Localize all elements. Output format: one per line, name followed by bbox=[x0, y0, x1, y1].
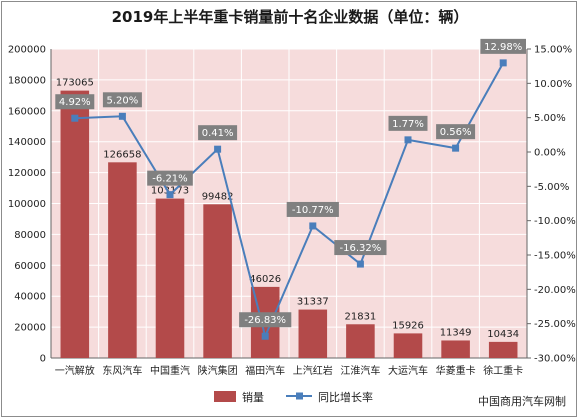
left-tick-label: 20000 bbox=[14, 323, 46, 334]
source-credit: 中国商用汽车网制 bbox=[478, 395, 566, 408]
growth-label-box bbox=[102, 92, 142, 108]
growth-rate-marker bbox=[214, 145, 222, 153]
right-tick-label: -20.00% bbox=[534, 285, 576, 296]
category-label: 华菱重卡 bbox=[436, 364, 476, 377]
left-tick-label: 140000 bbox=[8, 137, 46, 148]
right-tick-label: 0.00% bbox=[534, 148, 566, 159]
category-label: 江淮汽车 bbox=[340, 364, 380, 377]
left-tick-label: 160000 bbox=[8, 106, 46, 117]
bar bbox=[108, 162, 137, 358]
growth-rate-label: -26.83% bbox=[244, 315, 286, 326]
bar bbox=[393, 333, 423, 358]
right-tick-label: -15.00% bbox=[534, 251, 576, 262]
bar-value-label: 126658 bbox=[103, 149, 141, 160]
growth-label-box bbox=[286, 201, 339, 217]
bar bbox=[441, 340, 470, 358]
growth-rate-label: 4.92% bbox=[59, 97, 91, 108]
left-tick-label: 100000 bbox=[8, 199, 46, 210]
bar-value-label: 99482 bbox=[202, 191, 234, 202]
growth-rate-marker bbox=[499, 59, 507, 67]
category-label: 东风汽车 bbox=[102, 364, 142, 377]
category-label: 中国重汽 bbox=[150, 364, 190, 377]
growth-rate-label: -16.32% bbox=[340, 243, 382, 254]
growth-label-box bbox=[239, 312, 292, 328]
bar-value-label: 46026 bbox=[249, 274, 281, 285]
bar-value-label: 10434 bbox=[487, 329, 519, 340]
left-tick-label: 120000 bbox=[8, 168, 46, 179]
growth-rate-marker bbox=[356, 260, 364, 268]
growth-label-box bbox=[147, 170, 193, 186]
legend-line-marker bbox=[296, 392, 303, 400]
category-label: 上汽红岩 bbox=[293, 364, 333, 377]
bar bbox=[60, 90, 90, 359]
legend-line-label: 同比增长率 bbox=[318, 390, 373, 404]
bar-value-label: 15926 bbox=[392, 320, 424, 331]
category-label: 大运汽车 bbox=[388, 364, 428, 377]
legend-bar-label: 销量 bbox=[242, 390, 264, 404]
growth-rate-label: 0.56% bbox=[440, 127, 472, 138]
category-label: 徐工重卡 bbox=[483, 364, 523, 377]
bar bbox=[488, 341, 518, 358]
left-tick-label: 180000 bbox=[8, 75, 46, 86]
right-tick-label: -5.00% bbox=[534, 182, 569, 193]
growth-label-box bbox=[198, 125, 238, 141]
right-tick-label: -25.00% bbox=[534, 319, 576, 330]
growth-rate-marker bbox=[404, 136, 412, 144]
bar-value-label: 173065 bbox=[56, 78, 94, 89]
growth-rate-label: 0.41% bbox=[202, 128, 234, 139]
growth-rate-marker bbox=[71, 114, 79, 122]
growth-rate-label: -6.21% bbox=[152, 174, 187, 185]
right-tick-label: -10.00% bbox=[534, 216, 576, 227]
growth-rate-marker bbox=[166, 191, 174, 199]
category-label: 一汽解放 bbox=[55, 364, 95, 377]
left-tick-label: 60000 bbox=[14, 261, 46, 272]
growth-rate-label: 1.77% bbox=[392, 119, 424, 130]
bar-value-label: 11349 bbox=[440, 327, 472, 338]
bar-value-label: 103173 bbox=[151, 186, 189, 197]
growth-rate-label: -10.77% bbox=[292, 205, 334, 216]
growth-label-box bbox=[388, 115, 428, 131]
legend-bar-swatch bbox=[214, 391, 236, 402]
growth-rate-label: 12.98% bbox=[484, 42, 522, 53]
growth-rate-marker bbox=[452, 144, 460, 152]
left-tick-label: 40000 bbox=[14, 292, 46, 303]
right-tick-label: 15.00% bbox=[534, 45, 572, 56]
bar-value-label: 31337 bbox=[297, 297, 329, 308]
category-label: 陕汽集团 bbox=[198, 364, 238, 377]
growth-rate-label: 5.20% bbox=[107, 95, 139, 106]
category-label: 福田汽车 bbox=[245, 364, 285, 377]
growth-rate-marker bbox=[261, 332, 269, 340]
right-tick-label: 10.00% bbox=[534, 79, 572, 90]
growth-label-box bbox=[480, 38, 526, 54]
bar-value-label: 21831 bbox=[344, 311, 376, 322]
growth-label-box bbox=[334, 240, 387, 256]
growth-label-box bbox=[55, 94, 95, 110]
right-tick-label: -30.00% bbox=[534, 354, 576, 365]
left-tick-label: 80000 bbox=[14, 230, 46, 241]
right-tick-label: 5.00% bbox=[534, 113, 566, 124]
growth-rate-marker bbox=[118, 112, 126, 120]
bar bbox=[346, 324, 375, 358]
growth-label-box bbox=[436, 124, 476, 140]
growth-rate-marker bbox=[309, 222, 317, 230]
growth-rate-line bbox=[74, 62, 505, 340]
left-tick-label: 0 bbox=[40, 354, 46, 365]
bar bbox=[298, 309, 328, 358]
bar bbox=[203, 204, 232, 358]
left-tick-label: 200000 bbox=[8, 45, 46, 56]
bar bbox=[155, 198, 185, 358]
chart-title: 2019年上半年重卡销量前十名企业数据（单位：辆） bbox=[111, 8, 469, 26]
